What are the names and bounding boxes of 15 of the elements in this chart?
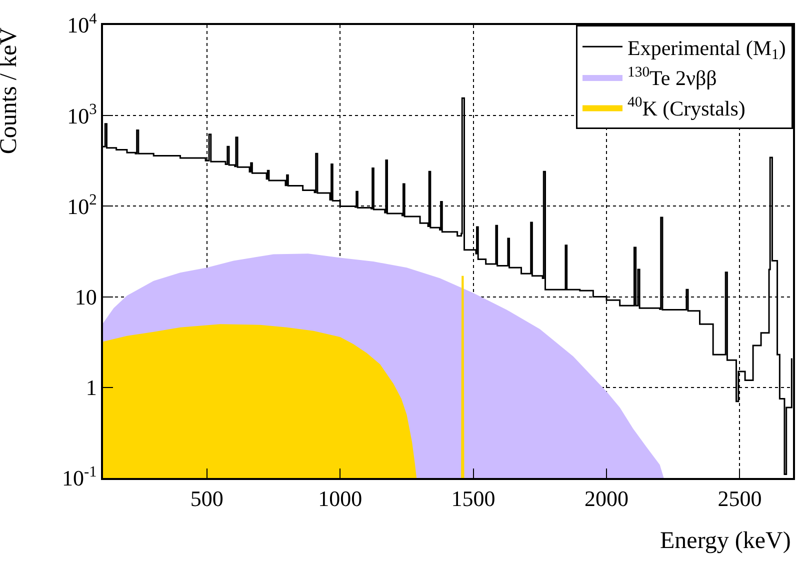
x-tick-label: 1500: [451, 486, 496, 512]
y-tick-label: 1: [86, 375, 97, 400]
y-tick-label: 10$^{2}$: [67, 192, 97, 219]
x-axis-title: Energy (keV): [660, 528, 791, 554]
legend-label: $^{130}$Te 2νββ: [628, 64, 717, 90]
x-tick-label: 2000: [584, 486, 629, 512]
legend-label: Experimental (M$_{1}$): [628, 36, 786, 64]
legend-label: $^{40}$K (Crystals): [628, 94, 746, 120]
y-tick-label: 10: [74, 284, 97, 310]
y-tick-label: 10$^{-1}$: [62, 463, 97, 491]
x-tick-label: 500: [190, 486, 224, 512]
y-tick-label: 10$^{3}$: [67, 101, 98, 128]
x-tick-label: 1000: [318, 486, 362, 512]
y-tick-label: 10$^{4}$: [67, 10, 98, 38]
x-tick-label: 2500: [718, 486, 762, 512]
